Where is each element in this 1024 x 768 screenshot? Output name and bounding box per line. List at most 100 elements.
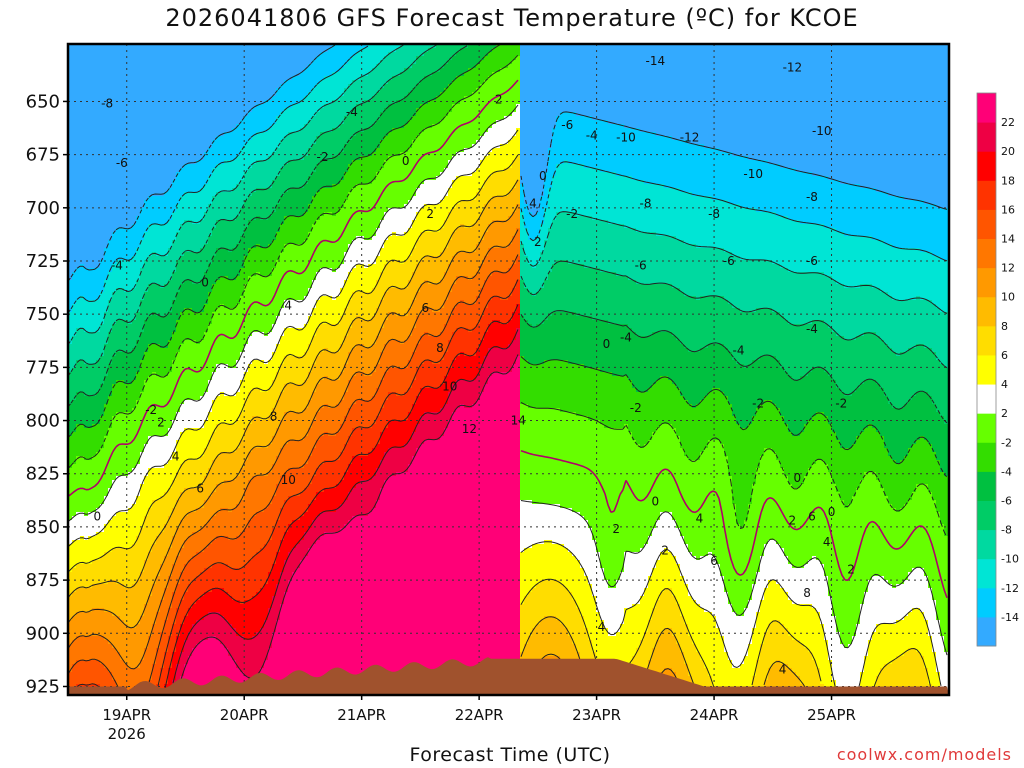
contour-label: 6	[808, 509, 816, 523]
x-tick-label: 19APR	[102, 706, 151, 724]
contour-label: 2	[426, 207, 434, 221]
contour-label: -10	[616, 131, 636, 145]
contour-line	[68, 104, 948, 656]
contour-label: -8	[806, 190, 818, 204]
contour-label: -4	[620, 331, 632, 345]
freezing-line	[68, 79, 948, 599]
colorbar-label: 4	[1001, 378, 1008, 391]
colorbar-label: -4	[1001, 465, 1012, 478]
terrain-fill	[68, 657, 949, 695]
plot-frame	[66, 42, 951, 697]
y-tick-label: 825	[26, 464, 60, 485]
y-tick-label: 900	[26, 623, 60, 644]
colorbar-label: 6	[1001, 349, 1008, 362]
colorbar-swatch	[977, 500, 996, 531]
contour-label: -6	[635, 258, 647, 272]
contour-label: -12	[783, 60, 803, 74]
colorbar-swatch	[977, 325, 996, 356]
colorbar-label: -8	[1001, 524, 1012, 537]
y-tick-label: 925	[26, 676, 60, 697]
colorbar-swatch	[977, 296, 996, 327]
contour-label: 2	[495, 92, 503, 106]
x-tick-sublabel: 2026	[108, 725, 146, 743]
contour-label: -2	[317, 150, 329, 164]
contour-line	[68, 44, 948, 478]
y-tick-label: 800	[26, 411, 60, 432]
colorbar-label: 14	[1001, 233, 1015, 246]
colorbar-label: -6	[1001, 494, 1012, 507]
x-tick-label: 24APR	[690, 706, 739, 724]
y-tick-label: 675	[26, 145, 60, 166]
contour-label: 4	[529, 197, 537, 211]
y-tick-label: 700	[26, 198, 60, 219]
y-tick-label: 775	[26, 357, 60, 378]
y-tick-label: 750	[26, 304, 60, 325]
colorbar-frame	[976, 92, 997, 647]
contour-line	[68, 129, 942, 695]
contour-label: 4	[284, 299, 292, 313]
contour-line	[68, 254, 519, 693]
contour-line	[68, 179, 918, 695]
contour-label: -12	[680, 131, 700, 145]
colorbar-swatch	[977, 180, 996, 210]
y-tick-label: 875	[26, 570, 60, 591]
credit-link[interactable]: coolwx.com/models	[837, 745, 1012, 764]
colorbar-label: 12	[1001, 262, 1015, 275]
contour-label: 6	[421, 301, 429, 315]
contour-label: 2	[534, 235, 542, 249]
contour-label: -4	[111, 258, 123, 272]
contour-label: -6	[723, 254, 735, 268]
contour-label: -6	[806, 254, 818, 268]
contour-label: -2	[145, 403, 157, 417]
x-tick-label: 23APR	[572, 706, 621, 724]
contour-label: 0	[539, 169, 547, 183]
colorbar-label: -12	[1001, 582, 1019, 595]
contour-label: 10	[281, 473, 296, 487]
x-tick-label: 25APR	[807, 706, 856, 724]
contour-line	[68, 154, 933, 695]
contour-line	[163, 304, 519, 694]
contour-line	[68, 45, 948, 314]
colorbar-swatch	[977, 587, 996, 618]
contour-label: -10	[812, 124, 832, 138]
chart-title: 2026041806 GFS Forecast Temperature (ºC)…	[0, 4, 1024, 32]
contour-label: 0	[402, 154, 410, 168]
colorbar-label: -14	[1001, 611, 1019, 624]
contour-label: -14	[646, 54, 666, 68]
contour-label: -8	[101, 97, 113, 111]
contour-label: 4	[598, 620, 606, 634]
colorbar-swatch	[977, 238, 996, 269]
contour-label: 6	[196, 482, 204, 496]
contour-label: 2	[789, 514, 797, 528]
contour-label: 4	[172, 450, 180, 464]
colorbar-swatch	[977, 93, 996, 123]
y-tick-label: 725	[26, 251, 60, 272]
contour-line	[172, 329, 519, 684]
contour-label: -8	[708, 207, 720, 221]
colorbar-swatch	[977, 413, 996, 443]
colorbar-swatch	[977, 267, 996, 298]
contour-line	[68, 44, 948, 377]
contour-label: -2	[566, 207, 578, 221]
colorbar-swatch	[977, 384, 996, 414]
contour-label: -2	[752, 397, 764, 411]
contour-label: 14	[511, 414, 526, 428]
contour-label: 2	[157, 416, 165, 430]
contour-label: 0	[201, 275, 209, 289]
contour-label: 2	[661, 543, 669, 557]
contour-line	[68, 45, 948, 424]
contour-label: -2	[630, 401, 642, 415]
colorbar-label: -10	[1001, 553, 1019, 566]
contour-label: 4	[779, 662, 787, 676]
contour-line	[68, 54, 948, 538]
contour-line	[68, 229, 558, 695]
contour-label: 12	[462, 422, 477, 436]
y-tick-label: 850	[26, 517, 60, 538]
colorbar-label: 20	[1001, 145, 1015, 158]
contour-line	[68, 44, 948, 345]
colorbar-label: 10	[1001, 291, 1015, 304]
contour-label: 8	[803, 586, 811, 600]
contour-label: 8	[270, 409, 278, 423]
y-tick-label: 650	[26, 91, 60, 112]
